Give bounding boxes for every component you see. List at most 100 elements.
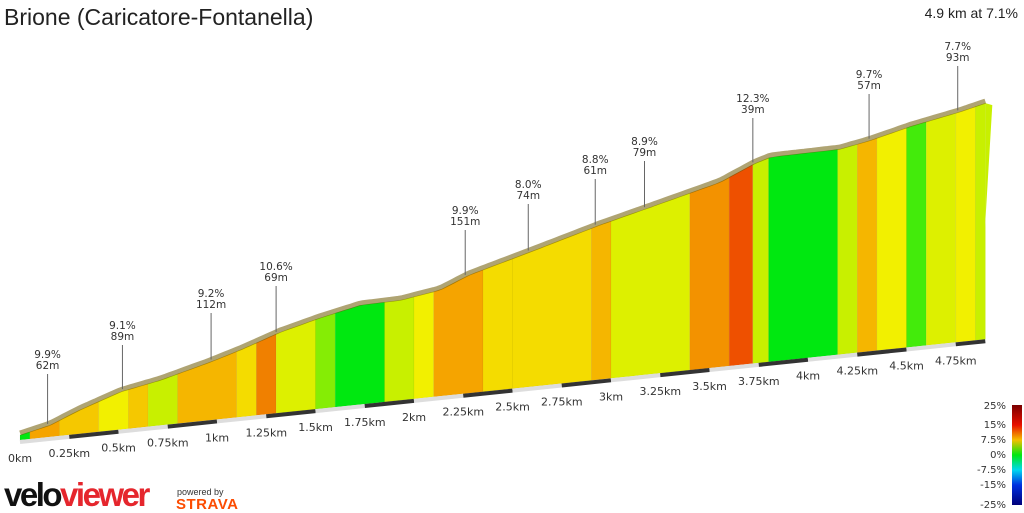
annotation-grade: 9.2% xyxy=(198,288,225,300)
x-tick-label: 1km xyxy=(205,431,229,444)
annotation-grade: 8.0% xyxy=(515,179,542,191)
profile-end-face xyxy=(978,103,993,340)
x-tick-label: 1.75km xyxy=(344,416,386,429)
legend-label: 7.5% xyxy=(981,435,1006,446)
climb-summary: 4.9 km at 7.1% xyxy=(924,5,1018,21)
distance-scale-segment xyxy=(364,398,415,409)
grade-strip xyxy=(837,143,858,356)
annotation-length: 79m xyxy=(633,147,657,159)
distance-scale-segment xyxy=(463,388,513,398)
grade-strip xyxy=(728,163,754,367)
powered-by-label: powered by xyxy=(177,487,224,497)
climb-annotation: 7.7%93m xyxy=(944,41,971,111)
annotation-length: 57m xyxy=(857,80,881,92)
annotation-grade: 10.6% xyxy=(259,261,292,273)
x-tick-label: 2.5km xyxy=(495,401,530,414)
grade-strip xyxy=(256,333,277,416)
annotation-length: 69m xyxy=(264,272,288,284)
x-tick-label: 4.5km xyxy=(889,359,924,372)
annotation-length: 74m xyxy=(516,190,540,202)
legend-label: 15% xyxy=(984,420,1006,431)
x-tick-label: 3.5km xyxy=(692,380,727,393)
grade-strip xyxy=(610,192,691,379)
x-tick-label: 1.5km xyxy=(298,421,333,434)
distance-scale-segment xyxy=(118,424,168,434)
distance-scale-segment xyxy=(906,342,956,352)
distance-scale-segment xyxy=(561,378,612,388)
climb-annotation: 8.0%74m xyxy=(515,179,542,251)
legend-label: 25% xyxy=(984,401,1006,412)
annotation-grade: 9.9% xyxy=(452,205,479,217)
annotation-length: 112m xyxy=(196,299,226,311)
climb-annotation: 8.9%79m xyxy=(631,136,658,208)
grade-strip xyxy=(590,220,612,381)
x-tick-label: 4km xyxy=(796,370,820,383)
climb-annotation: 12.3%39m xyxy=(736,93,770,163)
distance-scale-segment xyxy=(758,357,809,367)
annotation-length: 62m xyxy=(36,360,60,372)
grade-legend: 25% 15% 7.5% 0% -7.5% -15% -25% xyxy=(977,401,1022,511)
distance-scale-segment xyxy=(315,404,365,414)
grade-strip xyxy=(128,383,149,430)
distance-scale-segment xyxy=(857,347,907,357)
distance-scale-segment xyxy=(167,419,218,429)
climb-annotation: 9.1%89m xyxy=(109,320,136,390)
annotation-grade: 9.1% xyxy=(109,320,136,332)
x-tick-label: 2.75km xyxy=(541,395,583,408)
x-tick-label: 2km xyxy=(402,411,426,424)
distance-scale-segment xyxy=(512,383,562,393)
legend-label: -7.5% xyxy=(977,465,1006,476)
climb-title: Brione (Caricatore-Fontanella) xyxy=(4,4,314,30)
grade-strip xyxy=(384,296,415,403)
climb-annotation: 8.8%61m xyxy=(582,154,609,225)
annotation-length: 61m xyxy=(583,165,607,177)
annotation-grade: 12.3% xyxy=(736,93,769,105)
legend-label: 0% xyxy=(990,450,1006,461)
distance-scale-segment xyxy=(610,373,661,383)
x-tick-label: 3.75km xyxy=(738,375,780,388)
grade-strip xyxy=(236,342,257,418)
x-tick-label: 2.25km xyxy=(442,406,484,419)
x-tick-label: 3km xyxy=(599,390,623,403)
grade-strip xyxy=(856,137,878,353)
legend-color-bar xyxy=(1012,405,1022,505)
distance-scale-segment xyxy=(19,434,70,444)
x-tick-label: 4.25km xyxy=(836,365,878,378)
grade-strip xyxy=(876,127,907,351)
grade-strip xyxy=(482,258,513,393)
distance-scale-segment xyxy=(69,429,119,439)
annotation-grade: 9.9% xyxy=(34,349,61,361)
grade-strip xyxy=(768,148,838,363)
grade-strip xyxy=(906,121,927,348)
x-tick-label: 0.25km xyxy=(48,447,90,460)
climb-annotation: 9.2%112m xyxy=(196,288,226,360)
x-tick-label: 0km xyxy=(8,452,32,465)
distance-scale-segment xyxy=(807,352,858,362)
annotation-grade: 8.8% xyxy=(582,154,609,166)
x-tick-label: 4.75km xyxy=(935,354,977,367)
annotation-grade: 7.7% xyxy=(944,41,971,53)
climb-annotation: 10.6%69m xyxy=(259,261,293,332)
grade-strip xyxy=(925,112,957,346)
grade-strip xyxy=(275,318,316,414)
distance-scale-segment xyxy=(216,414,267,424)
distance-scale-segment xyxy=(709,362,759,373)
distance-scale-segment xyxy=(660,368,710,378)
annotation-grade: 9.7% xyxy=(856,69,883,81)
annotation-length: 93m xyxy=(946,52,970,64)
grade-strip xyxy=(752,157,769,364)
grade-strip xyxy=(334,301,385,408)
profile-top-edge xyxy=(19,98,987,436)
distance-scale-segment xyxy=(266,409,316,419)
veloviewer-logo: veloviewer xyxy=(4,476,150,513)
legend-label: -25% xyxy=(980,500,1006,511)
climb-annotation: 9.7%57m xyxy=(856,69,883,139)
legend-label: -15% xyxy=(980,480,1006,491)
strava-logo: STRAVA xyxy=(176,496,239,513)
distance-scale-segment xyxy=(955,339,986,347)
annotation-length: 89m xyxy=(111,331,135,343)
x-tick-label: 1.25km xyxy=(245,426,287,439)
x-tick-label: 0.5km xyxy=(101,442,136,455)
climb-annotation: 9.9%62m xyxy=(34,349,61,424)
